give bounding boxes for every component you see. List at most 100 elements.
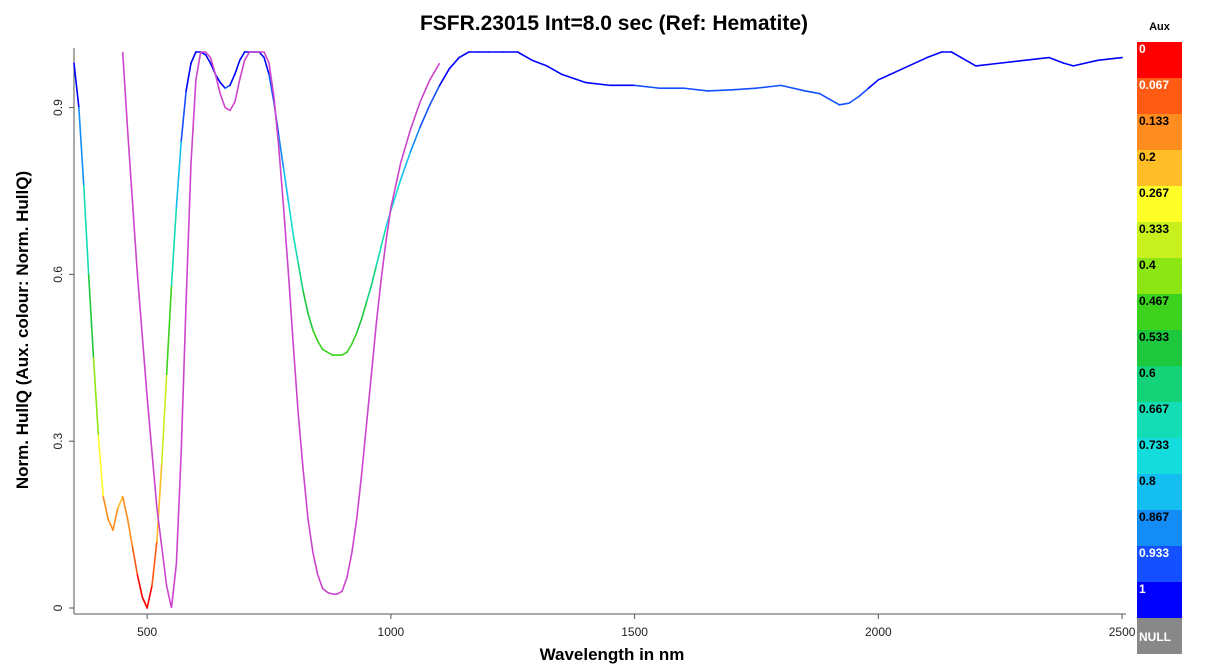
spectrum-segment: [292, 234, 300, 265]
spectrum-segment: [380, 226, 387, 248]
spectrum-segment: [229, 73, 236, 87]
spectrum-segment: [419, 104, 431, 128]
spectrum-segment: [82, 184, 90, 276]
colorbar-label: 0.533: [1139, 330, 1169, 344]
colorbar-swatch: [1137, 582, 1182, 618]
colorbar-swatch: [1137, 114, 1182, 150]
colorbar-swatch: [1137, 42, 1182, 78]
spectrum-segment: [399, 151, 412, 181]
colorbar-swatch: [1137, 366, 1182, 402]
spectrum-segment: [307, 312, 314, 331]
colorbar-label: 0.867: [1139, 510, 1169, 524]
spectrum-segment: [828, 98, 841, 106]
colorbar-label: 0.133: [1139, 114, 1169, 128]
spectrum-segment: [867, 79, 880, 89]
y-tick-label: 0.6: [51, 266, 65, 283]
y-tick-label: 0.3: [51, 433, 65, 450]
spectrum-segment: [960, 56, 977, 67]
spectrum-segment: [277, 134, 285, 170]
spectrum-segment: [360, 301, 368, 320]
spectrum-segment: [390, 179, 402, 212]
spectrum-segment: [156, 462, 163, 543]
colorbar-swatch: [1137, 222, 1182, 258]
y-tick-label: 0.9: [51, 99, 65, 116]
spectrum-segment: [121, 495, 129, 520]
spectrum-segment: [107, 518, 114, 531]
x-tick-label: 2000: [865, 625, 892, 639]
spectrum-segment: [185, 62, 192, 92]
spectrum-segment: [204, 53, 212, 64]
colorbar-label: 0.667: [1139, 402, 1169, 416]
x-tick-label: 1000: [378, 625, 405, 639]
colorbar-swatch: [1137, 78, 1182, 114]
spectrum-segment: [1023, 56, 1050, 62]
spectrum-segment: [326, 351, 334, 356]
colorbar-swatch: [1137, 474, 1182, 510]
x-tick-label: 500: [137, 625, 157, 639]
colorbar-swatch: [1137, 618, 1182, 654]
spectrum-segment: [78, 106, 85, 187]
spectrum-segment: [282, 167, 290, 203]
spectrum-segment: [375, 245, 382, 267]
x-tick-label: 2500: [1109, 625, 1136, 639]
spectrum-segment: [1062, 62, 1075, 67]
spectrum-segment: [175, 140, 183, 209]
spectrum-segment: [804, 90, 821, 95]
spectrum-segment: [999, 59, 1026, 64]
colorbar-label: 0.6: [1139, 366, 1156, 380]
spectrum-segment: [151, 540, 158, 587]
spectrum-segment: [126, 518, 134, 548]
spectrum-segment: [848, 95, 860, 104]
colorbar-label: 0.333: [1139, 222, 1169, 236]
y-tick-label: 0: [51, 604, 65, 611]
spectrum-segment: [302, 290, 309, 315]
spectrum-segment: [258, 51, 265, 59]
x-tick-label: 1500: [621, 625, 648, 639]
spectrum-segment: [1048, 56, 1065, 64]
spectrum-segment: [180, 90, 187, 142]
spectrum-segment: [234, 59, 241, 76]
spectrum-segment: [458, 51, 470, 59]
colorbar-swatch: [1137, 150, 1182, 186]
colorbar-label: 0.267: [1139, 186, 1169, 200]
colorbar-swatch: [1137, 186, 1182, 222]
spectrum-segment: [141, 596, 148, 609]
spectrum-segment: [409, 126, 421, 153]
colorbar-label: 0.933: [1139, 546, 1169, 560]
colorbar-label: 0.467: [1139, 294, 1169, 308]
spectrum-segment: [312, 329, 319, 342]
colorbar-label: 0.2: [1139, 150, 1156, 164]
spectrum-segment: [370, 265, 378, 287]
spectrum-segment: [117, 495, 124, 509]
spectrum-segment: [136, 573, 144, 598]
spectrum-segment: [316, 340, 324, 351]
colorbar-label: 0.8: [1139, 474, 1156, 488]
spectrum-segment: [92, 356, 100, 437]
colorbar-swatch: [1137, 510, 1182, 546]
spectrum-segment: [131, 546, 139, 576]
reference-hematite-line: [121, 51, 441, 609]
spectrum-segment: [546, 65, 563, 76]
spectrum-segment: [585, 81, 612, 87]
spectrum-segment: [219, 81, 226, 89]
spectrum-segment: [780, 84, 807, 92]
spectrum-segment: [346, 343, 353, 354]
spectrum-segment: [238, 51, 246, 62]
spectrum-segment: [633, 84, 660, 89]
colorbar-label: 0: [1139, 42, 1146, 56]
spectrum-segment: [160, 373, 168, 465]
spectrum-segment: [268, 73, 275, 103]
spectrum-segment: [112, 507, 119, 531]
spectrum-segment: [102, 495, 109, 520]
spectrum-segment: [438, 67, 451, 87]
spectrum-segment: [73, 62, 80, 109]
y-axis-title: Norm. HullQ (Aux. colour: Norm. HullQ): [13, 171, 32, 489]
spectrum-segment: [351, 331, 358, 345]
spectrum-segment: [858, 87, 870, 98]
spectrum-segment: [355, 318, 363, 334]
spectrum-segment: [287, 201, 295, 237]
spectrum-segment: [926, 51, 943, 59]
spectrum-segment: [819, 92, 831, 101]
